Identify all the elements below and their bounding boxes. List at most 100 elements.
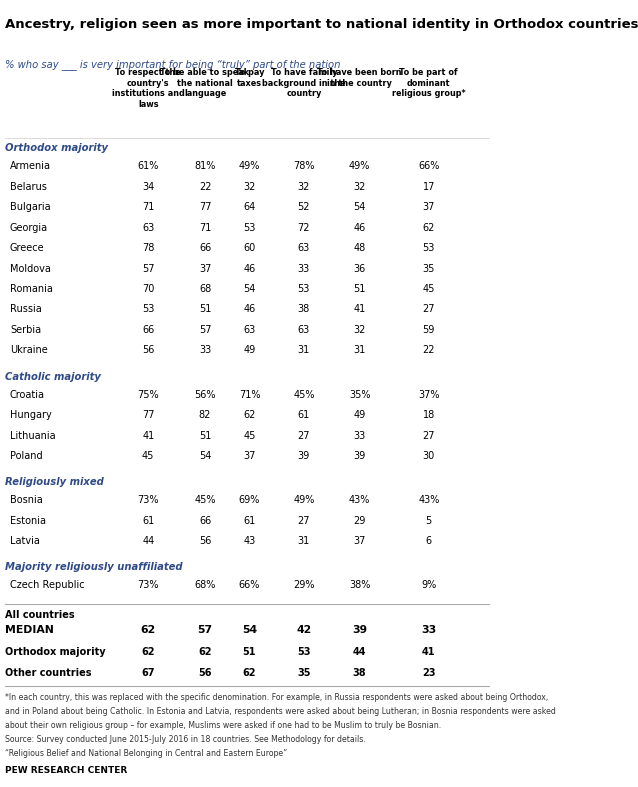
Text: 27: 27 bbox=[422, 430, 435, 441]
Text: 51: 51 bbox=[242, 648, 256, 657]
Text: Romania: Romania bbox=[10, 284, 53, 294]
Text: 54: 54 bbox=[199, 451, 211, 461]
Text: 39: 39 bbox=[353, 451, 366, 461]
Text: 45: 45 bbox=[243, 430, 256, 441]
Text: 77: 77 bbox=[142, 410, 154, 420]
Text: To be able to speak
the national
language: To be able to speak the national languag… bbox=[160, 68, 249, 98]
Text: Lithuania: Lithuania bbox=[10, 430, 56, 441]
Text: 39: 39 bbox=[298, 451, 310, 461]
Text: 81%: 81% bbox=[195, 161, 216, 172]
Text: Catholic majority: Catholic majority bbox=[5, 371, 101, 382]
Text: Source: Survey conducted June 2015-July 2016 in 18 countries. See Methodology fo: Source: Survey conducted June 2015-July … bbox=[5, 735, 366, 745]
Text: 32: 32 bbox=[297, 182, 310, 192]
Text: 61: 61 bbox=[243, 515, 256, 526]
Text: 27: 27 bbox=[422, 305, 435, 315]
Text: 33: 33 bbox=[298, 264, 310, 274]
Text: 37: 37 bbox=[353, 536, 366, 546]
Text: 56: 56 bbox=[198, 668, 212, 678]
Text: 66%: 66% bbox=[239, 580, 260, 590]
Text: 57: 57 bbox=[199, 325, 211, 335]
Text: 62: 62 bbox=[242, 668, 256, 678]
Text: 43: 43 bbox=[243, 536, 256, 546]
Text: 77: 77 bbox=[199, 202, 211, 212]
Text: 42: 42 bbox=[296, 625, 311, 635]
Text: 37%: 37% bbox=[418, 390, 440, 400]
Text: PEW RESEARCH CENTER: PEW RESEARCH CENTER bbox=[5, 766, 127, 775]
Text: 54: 54 bbox=[242, 625, 257, 635]
Text: 57: 57 bbox=[197, 625, 212, 635]
Text: 49%: 49% bbox=[293, 495, 315, 505]
Text: 30: 30 bbox=[422, 451, 435, 461]
Text: 41: 41 bbox=[422, 648, 436, 657]
Text: MEDIAN: MEDIAN bbox=[5, 625, 54, 635]
Text: 72: 72 bbox=[297, 223, 310, 233]
Text: 49: 49 bbox=[243, 345, 256, 356]
Text: “Religious Belief and National Belonging in Central and Eastern Europe”: “Religious Belief and National Belonging… bbox=[5, 749, 287, 758]
Text: 37: 37 bbox=[199, 264, 211, 274]
Text: 45%: 45% bbox=[194, 495, 216, 505]
Text: 61%: 61% bbox=[138, 161, 159, 172]
Text: 56%: 56% bbox=[194, 390, 216, 400]
Text: 38%: 38% bbox=[349, 580, 370, 590]
Text: 56: 56 bbox=[142, 345, 154, 356]
Text: 60: 60 bbox=[243, 243, 256, 253]
Text: 49%: 49% bbox=[349, 161, 370, 172]
Text: 53: 53 bbox=[297, 284, 310, 294]
Text: Czech Republic: Czech Republic bbox=[10, 580, 84, 590]
Text: 29%: 29% bbox=[293, 580, 315, 590]
Text: Estonia: Estonia bbox=[10, 515, 46, 526]
Text: Greece: Greece bbox=[10, 243, 45, 253]
Text: 75%: 75% bbox=[137, 390, 159, 400]
Text: To have been born
in the country: To have been born in the country bbox=[317, 68, 402, 88]
Text: 37: 37 bbox=[243, 451, 256, 461]
Text: 44: 44 bbox=[353, 648, 366, 657]
Text: 64: 64 bbox=[243, 202, 256, 212]
Text: 68: 68 bbox=[199, 284, 211, 294]
Text: 73%: 73% bbox=[137, 495, 159, 505]
Text: 31: 31 bbox=[298, 536, 310, 546]
Text: 78: 78 bbox=[142, 243, 154, 253]
Text: 62: 62 bbox=[198, 648, 212, 657]
Text: 43%: 43% bbox=[349, 495, 370, 505]
Text: All countries: All countries bbox=[5, 610, 75, 620]
Text: 17: 17 bbox=[422, 182, 435, 192]
Text: 82: 82 bbox=[199, 410, 211, 420]
Text: Ancestry, religion seen as more important to national identity in Orthodox count: Ancestry, religion seen as more importan… bbox=[5, 18, 638, 31]
Text: 63: 63 bbox=[243, 325, 256, 335]
Text: 69%: 69% bbox=[239, 495, 260, 505]
Text: 67: 67 bbox=[142, 668, 155, 678]
Text: Armenia: Armenia bbox=[10, 161, 51, 172]
Text: Serbia: Serbia bbox=[10, 325, 41, 335]
Text: 71: 71 bbox=[199, 223, 211, 233]
Text: Russia: Russia bbox=[10, 305, 41, 315]
Text: 61: 61 bbox=[298, 410, 310, 420]
Text: Belarus: Belarus bbox=[10, 182, 47, 192]
Text: 73%: 73% bbox=[137, 580, 159, 590]
Text: 35: 35 bbox=[297, 668, 311, 678]
Text: 34: 34 bbox=[142, 182, 154, 192]
Text: Moldova: Moldova bbox=[10, 264, 51, 274]
Text: 41: 41 bbox=[142, 430, 154, 441]
Text: 46: 46 bbox=[353, 223, 366, 233]
Text: 62: 62 bbox=[140, 625, 156, 635]
Text: 27: 27 bbox=[297, 515, 310, 526]
Text: 59: 59 bbox=[422, 325, 435, 335]
Text: 62: 62 bbox=[243, 410, 256, 420]
Text: 33: 33 bbox=[199, 345, 211, 356]
Text: 9%: 9% bbox=[421, 580, 436, 590]
Text: To respect the
country's
institutions and
laws: To respect the country's institutions an… bbox=[112, 68, 184, 109]
Text: 52: 52 bbox=[297, 202, 310, 212]
Text: 71: 71 bbox=[142, 202, 154, 212]
Text: To pay
taxes: To pay taxes bbox=[235, 68, 264, 88]
Text: 22: 22 bbox=[422, 345, 435, 356]
Text: 18: 18 bbox=[422, 410, 435, 420]
Text: 53: 53 bbox=[297, 648, 311, 657]
Text: 78%: 78% bbox=[293, 161, 315, 172]
Text: 57: 57 bbox=[142, 264, 154, 274]
Text: 56: 56 bbox=[199, 536, 211, 546]
Text: 48: 48 bbox=[353, 243, 366, 253]
Text: To have family
background in the
country: To have family background in the country bbox=[262, 68, 346, 98]
Text: 38: 38 bbox=[353, 668, 366, 678]
Text: 5: 5 bbox=[426, 515, 432, 526]
Text: 38: 38 bbox=[298, 305, 310, 315]
